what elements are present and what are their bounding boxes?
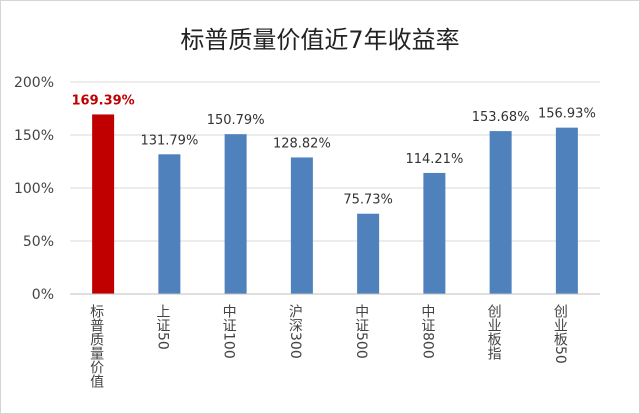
data-label: 156.93% bbox=[538, 107, 596, 122]
data-label: 131.79% bbox=[140, 133, 198, 148]
bar bbox=[357, 213, 380, 294]
data-label: 169.39% bbox=[72, 93, 135, 108]
x-tick-label: 标普质量价值 bbox=[88, 304, 104, 388]
x-tick-label: 沪深300 bbox=[287, 304, 303, 359]
bar bbox=[489, 131, 512, 294]
x-tick-label: 中证100 bbox=[221, 304, 237, 359]
data-label: 128.82% bbox=[273, 136, 331, 151]
bar bbox=[423, 172, 446, 294]
x-tick-label: 中证500 bbox=[353, 304, 369, 359]
x-tick-label: 中证800 bbox=[419, 304, 435, 359]
y-tick-label: 100% bbox=[14, 181, 54, 197]
bar bbox=[92, 114, 115, 295]
bar bbox=[158, 154, 181, 294]
y-tick-label: 50% bbox=[23, 234, 54, 250]
data-label: 150.79% bbox=[207, 113, 265, 128]
x-tick-label: 创业板50 bbox=[552, 304, 568, 364]
bar bbox=[555, 127, 578, 294]
x-tick-label: 创业板指 bbox=[486, 304, 502, 360]
y-tick-label: 200% bbox=[14, 75, 54, 91]
data-label: 75.73% bbox=[343, 193, 393, 208]
data-label: 114.21% bbox=[405, 152, 463, 167]
y-tick-label: 0% bbox=[32, 287, 54, 303]
bar bbox=[224, 134, 247, 294]
chart-title: 标普质量价值近7年收益率 bbox=[180, 26, 460, 54]
bar bbox=[290, 157, 313, 294]
x-tick-label: 上证50 bbox=[154, 304, 170, 350]
data-label: 153.68% bbox=[472, 110, 530, 125]
y-tick-label: 150% bbox=[14, 128, 54, 144]
